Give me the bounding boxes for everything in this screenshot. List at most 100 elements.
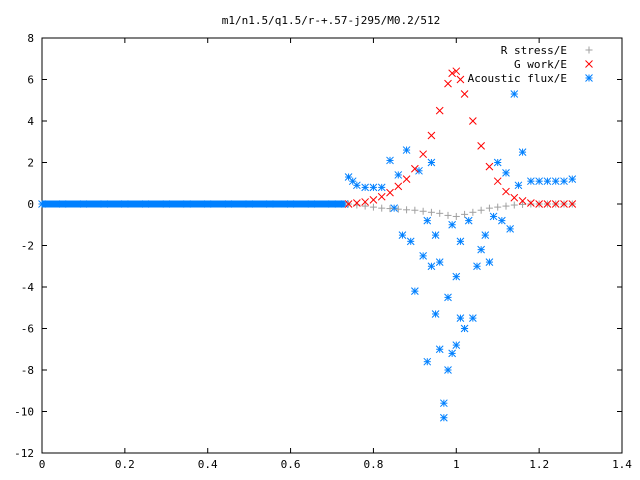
data-point	[494, 203, 502, 211]
data-point	[307, 200, 316, 208]
data-point	[353, 181, 361, 190]
data-point	[369, 203, 377, 211]
data-point	[431, 231, 440, 239]
data-point	[568, 200, 577, 208]
data-point	[440, 399, 448, 408]
data-point	[435, 345, 444, 354]
data-point	[369, 195, 378, 204]
data-point	[535, 177, 543, 186]
data-point	[510, 90, 519, 98]
y-tick-label: 6	[27, 74, 34, 87]
data-point	[348, 177, 357, 186]
data-point	[162, 200, 171, 208]
data-point	[266, 200, 274, 208]
data-point	[328, 200, 336, 208]
data-point	[506, 225, 514, 233]
data-point	[394, 205, 402, 213]
y-tick-label: -2	[21, 240, 34, 253]
data-point	[485, 162, 494, 171]
data-point	[456, 75, 465, 84]
data-point	[423, 357, 432, 366]
data-point	[386, 188, 394, 197]
data-point	[402, 175, 411, 183]
data-point	[448, 349, 456, 358]
data-point	[452, 67, 461, 76]
y-tick-label: 8	[27, 32, 34, 45]
data-point	[411, 287, 419, 296]
data-point	[444, 366, 452, 374]
legend-marker	[585, 60, 593, 68]
data-point	[543, 177, 552, 186]
data-point	[510, 201, 518, 209]
data-point	[452, 212, 460, 220]
data-point	[461, 210, 469, 218]
data-point	[444, 79, 452, 88]
data-point	[435, 258, 444, 266]
x-tick-label: 0.4	[198, 458, 218, 471]
axis-ticks: 0 0.2 0.4 0.6 0.8 1 1.2 1.4 8 6 4 2 0 -2 -4 -6 -8 -10 -12	[14, 32, 632, 471]
data-point	[527, 199, 535, 207]
data-point	[452, 272, 461, 281]
data-point	[419, 150, 427, 159]
data-point	[473, 262, 481, 271]
x-tick-label: 0.8	[363, 458, 383, 471]
data-point	[394, 171, 403, 179]
data-point	[448, 220, 456, 229]
data-point	[551, 177, 560, 186]
data-point	[353, 199, 361, 207]
data-point	[403, 206, 411, 214]
data-point	[469, 208, 477, 216]
data-point	[527, 200, 535, 208]
data-point	[444, 211, 452, 219]
y-tick-label: -6	[21, 323, 34, 336]
data-point	[477, 142, 485, 150]
data-point	[444, 293, 452, 302]
data-point	[514, 181, 523, 190]
legend-entry: R stress/E	[501, 44, 593, 57]
data-point	[493, 158, 502, 167]
data-point	[460, 90, 469, 98]
x-tick-label: 1.4	[612, 458, 632, 471]
chart-title: m1/n1.5/q1.5/r-+.57-j295/M0.2/512	[222, 14, 441, 27]
data-point	[386, 205, 394, 213]
y-tick-label: -12	[14, 447, 34, 460]
data-point	[448, 69, 456, 78]
data-point	[485, 258, 494, 266]
data-point	[369, 183, 378, 192]
data-point	[452, 341, 461, 349]
data-point	[481, 231, 490, 239]
legend-label: R stress/E	[501, 44, 567, 57]
data-point	[79, 200, 88, 208]
data-point	[183, 200, 191, 208]
data-point	[477, 206, 485, 214]
data-point	[419, 252, 427, 260]
data-point	[411, 206, 419, 214]
data-point	[436, 209, 444, 217]
data-point	[402, 146, 411, 154]
legend-entry: G work/E	[514, 58, 593, 71]
data-point	[415, 166, 423, 175]
data-point	[560, 200, 568, 208]
legend-entry: Acoustic flux/E	[468, 72, 593, 85]
data-point	[38, 200, 46, 208]
data-point	[419, 207, 427, 215]
y-tick-label: 4	[27, 115, 34, 128]
data-point	[224, 200, 233, 208]
data-point	[361, 202, 369, 210]
x-tick-label: 1.2	[529, 458, 549, 471]
data-point	[245, 200, 253, 208]
x-tick-label: 1	[453, 458, 460, 471]
y-tick-label: -10	[14, 406, 34, 419]
data-point	[489, 212, 498, 221]
data-point	[378, 204, 386, 212]
data-point	[431, 310, 440, 318]
data-point	[398, 231, 407, 239]
data-point	[286, 200, 295, 208]
data-point	[390, 204, 398, 213]
data-point	[493, 177, 502, 186]
data-point	[100, 200, 108, 208]
data-point	[456, 314, 465, 322]
data-point	[560, 177, 568, 186]
data-point	[406, 237, 415, 246]
